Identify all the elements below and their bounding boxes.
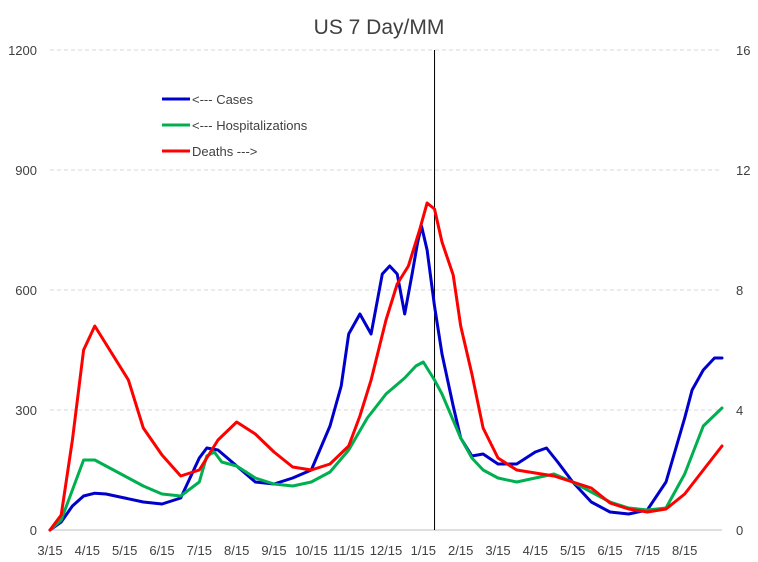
x-tick-label: 1/15 [411, 543, 436, 558]
y-left-tick-label: 900 [15, 163, 37, 178]
gridlines [50, 49, 722, 531]
y-left-tick-label: 600 [15, 283, 37, 298]
y-left-tick-label: 1200 [8, 43, 37, 58]
x-tick-label: 8/15 [224, 543, 249, 558]
series-line-2 [48, 201, 724, 532]
x-tick-label: 10/15 [295, 543, 328, 558]
legend-label: <--- Hospitalizations [192, 118, 308, 133]
x-tick-label: 3/15 [37, 543, 62, 558]
x-tick-label: 11/15 [333, 543, 365, 558]
x-tick-label: 5/15 [560, 543, 585, 558]
legend-label: <--- Cases [192, 92, 254, 107]
y-right-tick-label: 16 [736, 43, 750, 58]
series-line-1 [48, 360, 724, 532]
series-line-0 [48, 224, 724, 532]
x-tick-label: 4/15 [75, 543, 100, 558]
x-axis: 3/15 4/15 5/15 6/15 7/15 8/15 9/15 10/15 11/15 12… [37, 543, 697, 558]
legend: <--- Cases <--- Hospitalizations Deaths --… [162, 92, 308, 159]
x-tick-label: 6/15 [149, 543, 174, 558]
y-left-tick-label: 0 [30, 523, 37, 538]
y-right-tick-label: 12 [736, 163, 750, 178]
x-tick-label: 4/15 [523, 543, 548, 558]
x-tick-label: 9/15 [261, 543, 286, 558]
chart-title: US 7 Day/MM [314, 16, 445, 39]
x-tick-label: 8/15 [672, 543, 697, 558]
x-tick-label: 3/15 [485, 543, 510, 558]
x-tick-label: 7/15 [187, 543, 212, 558]
legend-label: Deaths ---> [192, 144, 257, 159]
x-tick-label: 7/15 [635, 543, 660, 558]
series-lines [48, 201, 724, 532]
y-right-tick-label: 4 [736, 403, 743, 418]
y-right-tick-label: 8 [736, 283, 743, 298]
y-right-tick-label: 0 [736, 523, 743, 538]
y-axis-left: 0 300 600 900 1200 [8, 43, 37, 538]
x-tick-label: 2/15 [448, 543, 473, 558]
y-axis-right: 0 4 8 12 16 [736, 43, 750, 538]
y-left-tick-label: 300 [15, 403, 37, 418]
x-tick-label: 12/15 [370, 543, 403, 558]
x-tick-label: 5/15 [112, 543, 137, 558]
x-tick-label: 6/15 [597, 543, 622, 558]
